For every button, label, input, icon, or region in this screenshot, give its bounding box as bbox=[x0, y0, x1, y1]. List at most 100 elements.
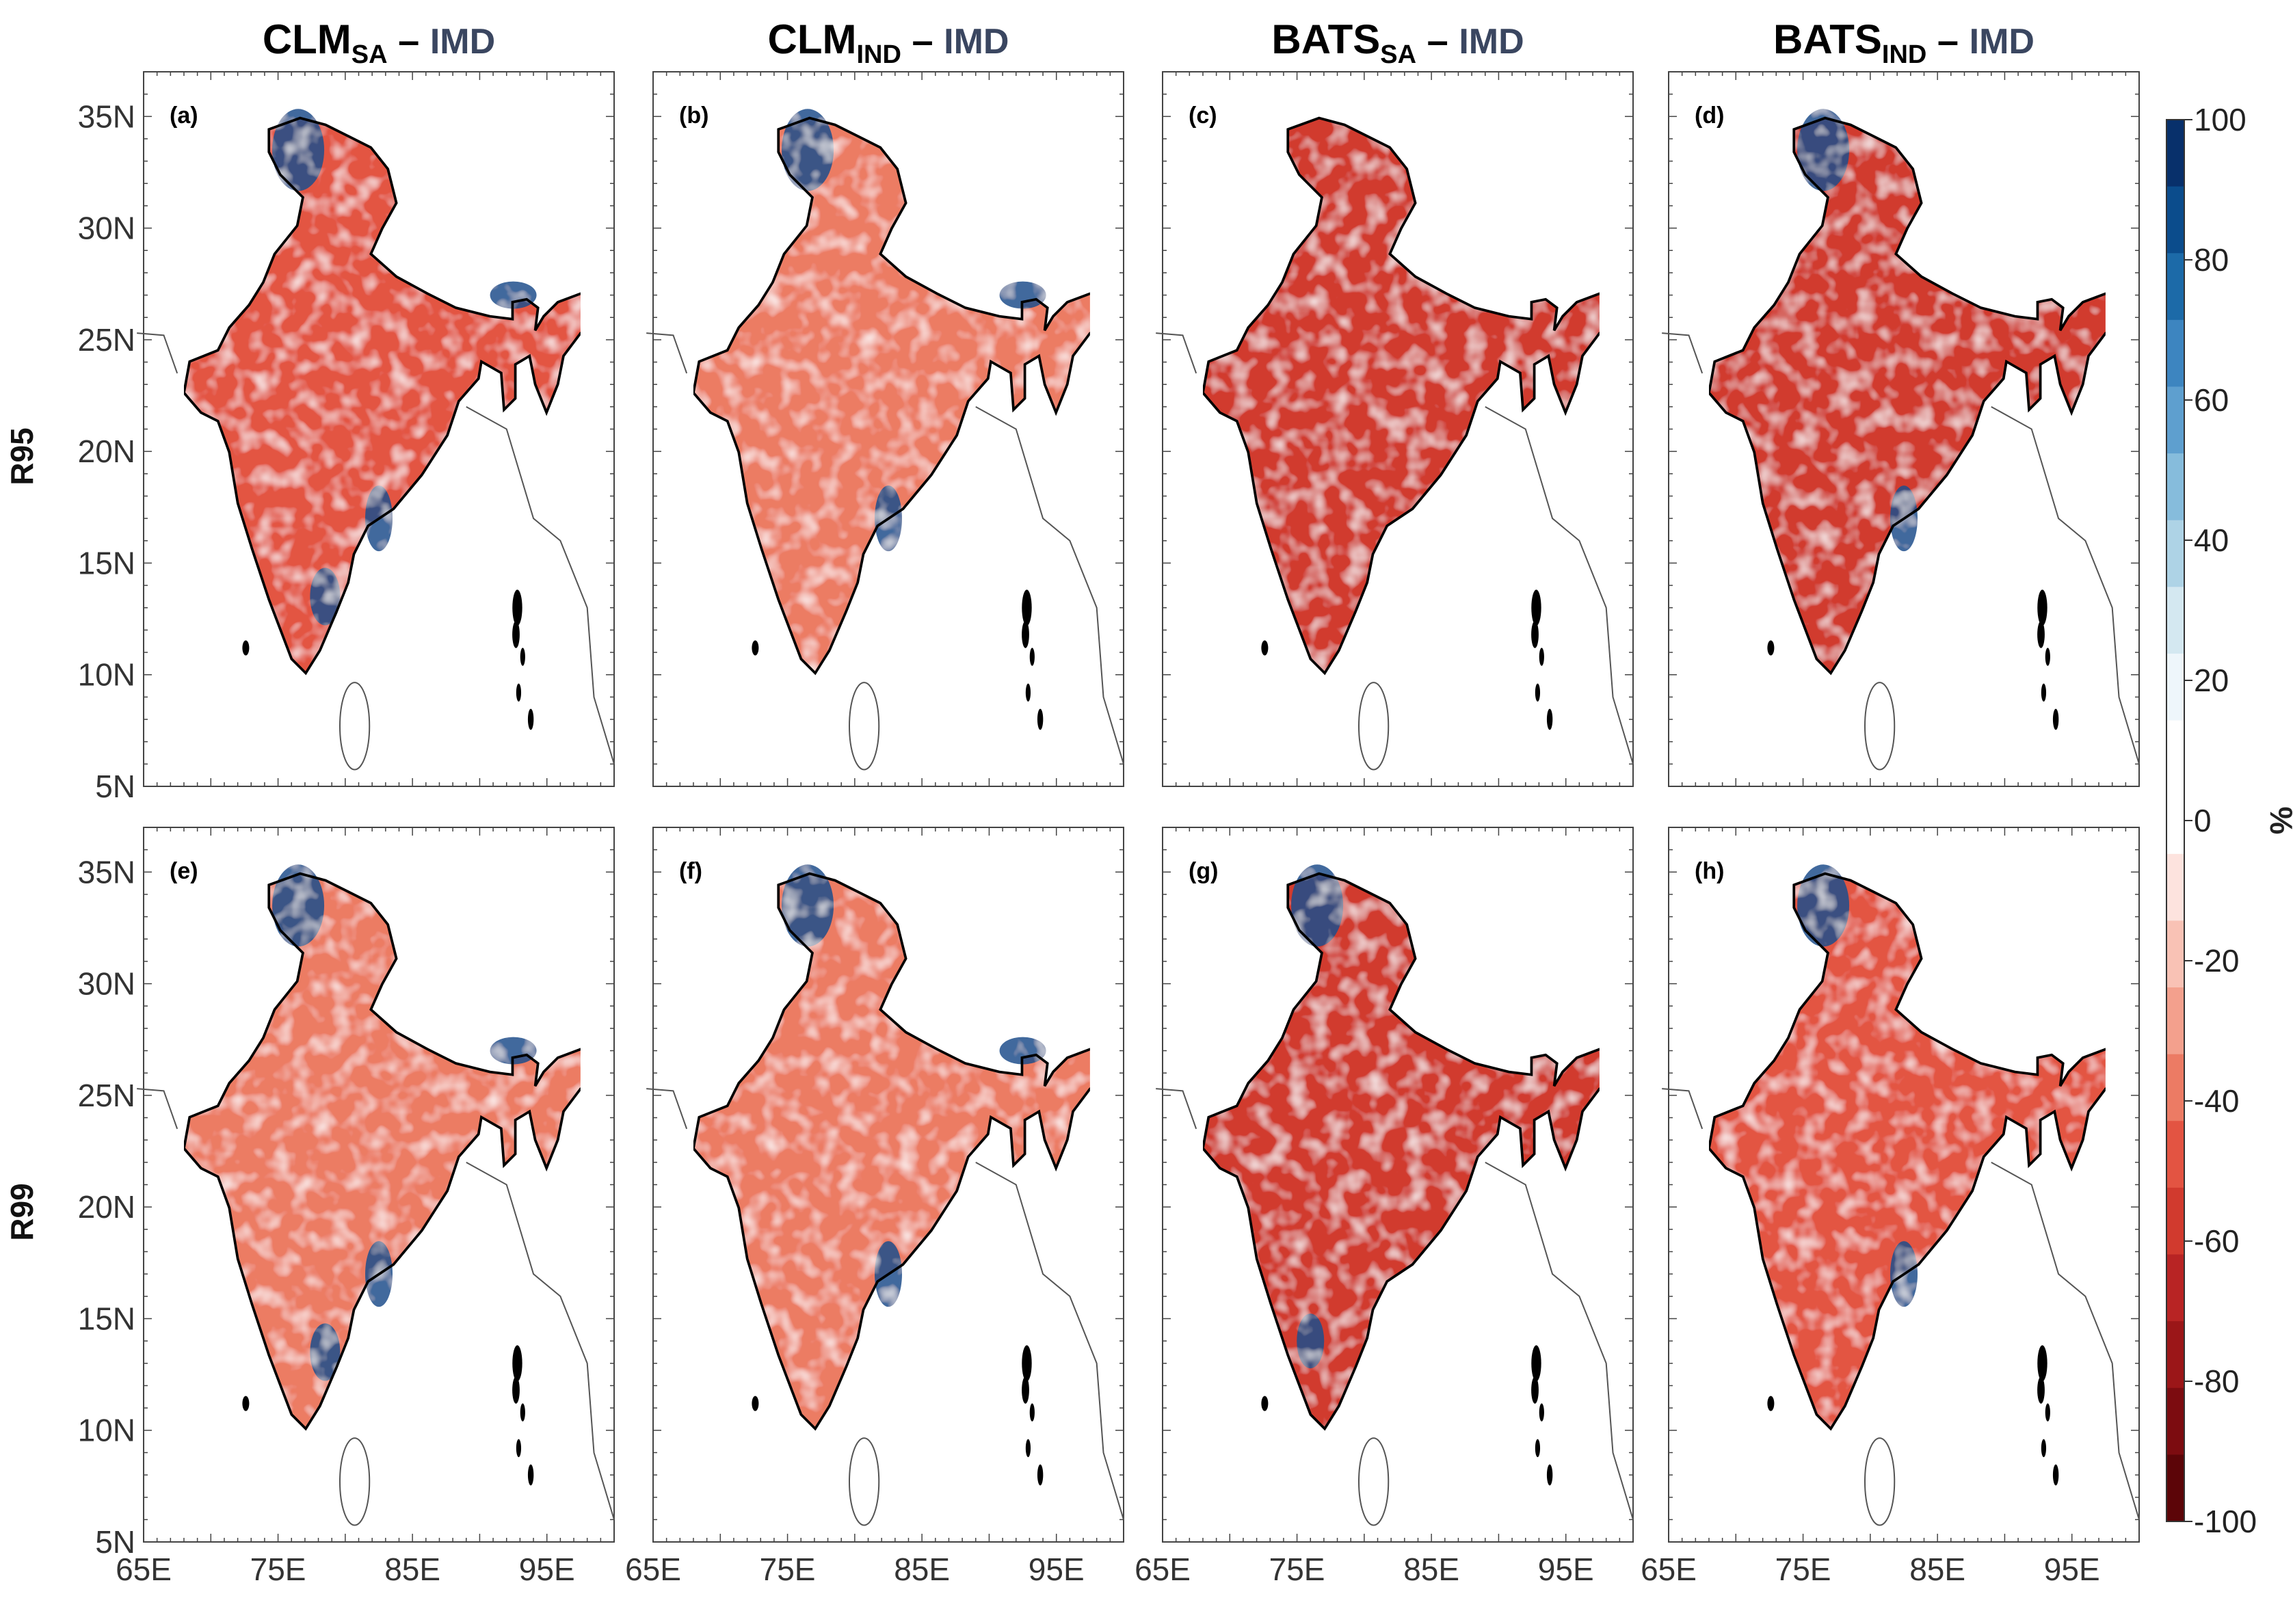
column-title-text: BATSIND – IMD bbox=[1773, 16, 2034, 69]
lat-tick-label: 35N bbox=[78, 98, 135, 134]
lat-tick-label: 15N bbox=[78, 545, 135, 581]
colorbar-unit: % bbox=[2264, 807, 2293, 835]
colorbar-tick-label: 80 bbox=[2194, 242, 2229, 278]
map-panel: (a) 35N 30N 25N 20N 15N 10N 5N bbox=[78, 71, 615, 804]
map-panel: (b) bbox=[646, 71, 1124, 787]
lat-tick-label: 20N bbox=[78, 1189, 135, 1225]
coastline bbox=[1156, 332, 1197, 374]
island bbox=[527, 1464, 534, 1486]
lon-tick-label: 95E bbox=[1538, 1552, 1594, 1587]
panel-label: (f) bbox=[679, 858, 702, 884]
sri-lanka-outline bbox=[848, 682, 880, 771]
positive-bias-patch bbox=[272, 109, 325, 191]
island bbox=[1546, 1464, 1553, 1486]
coastline bbox=[1485, 405, 1634, 764]
island bbox=[520, 648, 525, 666]
positive-bias-patch bbox=[782, 109, 834, 191]
lon-tick-label: 65E bbox=[625, 1552, 681, 1587]
lon-tick-label: 75E bbox=[250, 1552, 306, 1587]
island bbox=[1022, 589, 1032, 626]
colorbar-bin bbox=[2166, 253, 2184, 321]
lakshadweep-island bbox=[1767, 640, 1775, 656]
island bbox=[2045, 1403, 2050, 1422]
colorbar-bin bbox=[2166, 386, 2184, 454]
island bbox=[1546, 708, 1553, 730]
lakshadweep-island bbox=[1261, 640, 1269, 656]
colorbar-tick-label: -100 bbox=[2194, 1504, 2257, 1539]
island bbox=[2052, 1464, 2059, 1486]
island bbox=[2045, 648, 2050, 666]
lon-tick-label: 95E bbox=[1029, 1552, 1085, 1587]
coastline bbox=[137, 332, 178, 374]
lat-tick-label: 10N bbox=[78, 657, 135, 693]
panel-label: (a) bbox=[170, 103, 198, 129]
sri-lanka-outline bbox=[339, 1437, 371, 1526]
lat-tick-label: 35N bbox=[78, 854, 135, 890]
colorbar-bin bbox=[2166, 587, 2184, 654]
map-panel: (c) bbox=[1156, 71, 1634, 787]
row-label: R95 bbox=[4, 427, 40, 485]
positive-bias-patch bbox=[310, 568, 341, 626]
lat-tick-label: 25N bbox=[78, 322, 135, 358]
map-panel: (f) 65E 75E 85E 95E bbox=[625, 827, 1124, 1587]
colorbar-bin bbox=[2166, 653, 2184, 721]
bias-field bbox=[1202, 864, 1600, 1429]
panel-label: (e) bbox=[170, 858, 198, 884]
panel-label: (b) bbox=[679, 103, 708, 129]
map-panel: (d) bbox=[1662, 71, 2140, 787]
island bbox=[1037, 708, 1044, 730]
island bbox=[1022, 1376, 1029, 1404]
coastline bbox=[466, 405, 615, 764]
island bbox=[1531, 1376, 1539, 1404]
lakshadweep-island bbox=[752, 640, 759, 656]
colorbar-bin bbox=[2166, 453, 2184, 521]
sri-lanka-outline bbox=[339, 682, 371, 771]
lon-tick-label: 65E bbox=[1641, 1552, 1697, 1587]
lat-tick-label: 5N bbox=[95, 769, 135, 804]
lat-tick-label: 30N bbox=[78, 211, 135, 246]
lon-tick-label: 85E bbox=[384, 1552, 440, 1587]
colorbar-bin bbox=[2166, 319, 2184, 387]
colorbar-bin bbox=[2166, 853, 2184, 921]
island bbox=[1539, 1403, 1544, 1422]
island bbox=[1531, 1345, 1541, 1382]
lakshadweep-island bbox=[1261, 1396, 1269, 1411]
sri-lanka-outline bbox=[1357, 682, 1390, 771]
sri-lanka-outline bbox=[848, 1437, 880, 1526]
lon-tick-label: 75E bbox=[1775, 1552, 1831, 1587]
island bbox=[512, 1345, 522, 1382]
positive-bias-patch bbox=[782, 864, 834, 947]
colorbar-tick-label: 100 bbox=[2194, 102, 2246, 137]
positive-bias-patch bbox=[490, 281, 537, 309]
colorbar-bin bbox=[2166, 720, 2184, 788]
island bbox=[516, 683, 522, 702]
island bbox=[1029, 1403, 1035, 1422]
positive-bias-patch bbox=[999, 1037, 1046, 1065]
positive-bias-patch bbox=[490, 1037, 537, 1065]
panel-label: (d) bbox=[1695, 103, 1724, 129]
lat-tick-label: 15N bbox=[78, 1301, 135, 1336]
colorbar-bin bbox=[2166, 1454, 2184, 1522]
lakshadweep-island bbox=[1767, 1396, 1775, 1411]
positive-bias-patch bbox=[1797, 109, 1850, 191]
colorbar-bin bbox=[2166, 1054, 2184, 1121]
island bbox=[1539, 648, 1544, 666]
lon-tick-label: 85E bbox=[1403, 1552, 1459, 1587]
column-title: CLMSA – IMD bbox=[263, 16, 495, 69]
island bbox=[2041, 683, 2047, 702]
colorbar-tick-label: 20 bbox=[2194, 663, 2229, 698]
colorbar-tick-label: 40 bbox=[2194, 522, 2229, 558]
colorbar-bin bbox=[2166, 1121, 2184, 1188]
island bbox=[1029, 648, 1035, 666]
lat-tick-label: 30N bbox=[78, 966, 135, 1002]
lon-tick-label: 95E bbox=[2044, 1552, 2100, 1587]
coastline bbox=[975, 1161, 1124, 1520]
colorbar-bin bbox=[2166, 987, 2184, 1055]
map-panel: (g) 65E 75E 85E 95E bbox=[1135, 827, 1634, 1587]
column-title-text: BATSSA – IMD bbox=[1271, 16, 1524, 69]
colorbar-bin bbox=[2166, 1387, 2184, 1455]
positive-bias-patch bbox=[1797, 864, 1850, 947]
island bbox=[1022, 621, 1029, 648]
coastline bbox=[1156, 1088, 1197, 1130]
coastline bbox=[646, 332, 688, 374]
